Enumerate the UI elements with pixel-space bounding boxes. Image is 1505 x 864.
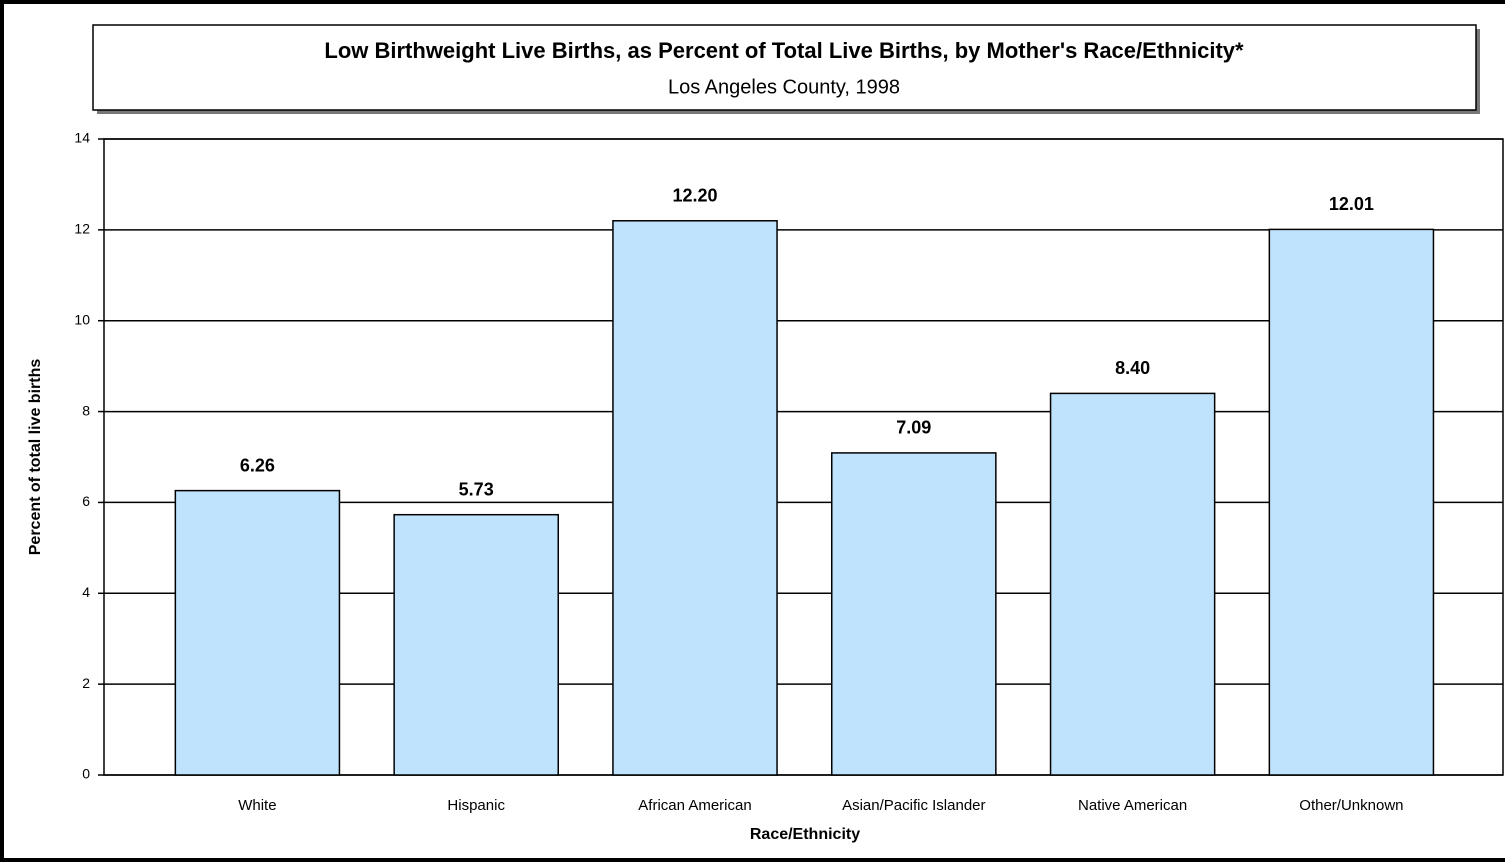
bar xyxy=(831,452,997,776)
y-tick-label: 6 xyxy=(82,493,90,509)
data-label: 6.26 xyxy=(240,455,275,475)
x-tick-label: Hispanic xyxy=(447,797,505,814)
bar xyxy=(174,489,341,776)
x-axis-title: Race/Ethnicity xyxy=(750,826,860,843)
title-box xyxy=(92,24,1477,111)
x-tick-label: African American xyxy=(638,797,751,814)
data-label: 8.40 xyxy=(1115,358,1150,378)
y-tick-label: 4 xyxy=(82,584,90,600)
y-tick-label: 12 xyxy=(74,221,90,237)
y-tick-label: 10 xyxy=(74,311,90,327)
bar xyxy=(612,220,778,776)
y-tick-label: 0 xyxy=(82,766,90,782)
bar xyxy=(1049,392,1216,776)
data-label: 7.09 xyxy=(896,418,931,438)
data-label: 12.20 xyxy=(672,186,717,206)
data-label: 5.73 xyxy=(459,479,494,499)
y-tick-label: 2 xyxy=(82,675,90,691)
y-tick-label: 8 xyxy=(82,402,90,418)
x-tick-label: Other/Unknown xyxy=(1299,797,1403,814)
x-tick-label: Asian/Pacific Islander xyxy=(842,797,985,814)
x-tick-label: White xyxy=(238,797,276,814)
y-axis-title: Percent of total live births xyxy=(27,359,44,556)
y-tick-label: 14 xyxy=(74,130,90,146)
chart-subtitle: Los Angeles County, 1998 xyxy=(668,76,900,98)
bar xyxy=(393,513,559,776)
x-tick-label: Native American xyxy=(1078,797,1187,814)
bar xyxy=(1268,228,1435,776)
data-label: 12.01 xyxy=(1329,194,1374,214)
chart-title: Low Birthweight Live Births, as Percent … xyxy=(324,38,1244,63)
